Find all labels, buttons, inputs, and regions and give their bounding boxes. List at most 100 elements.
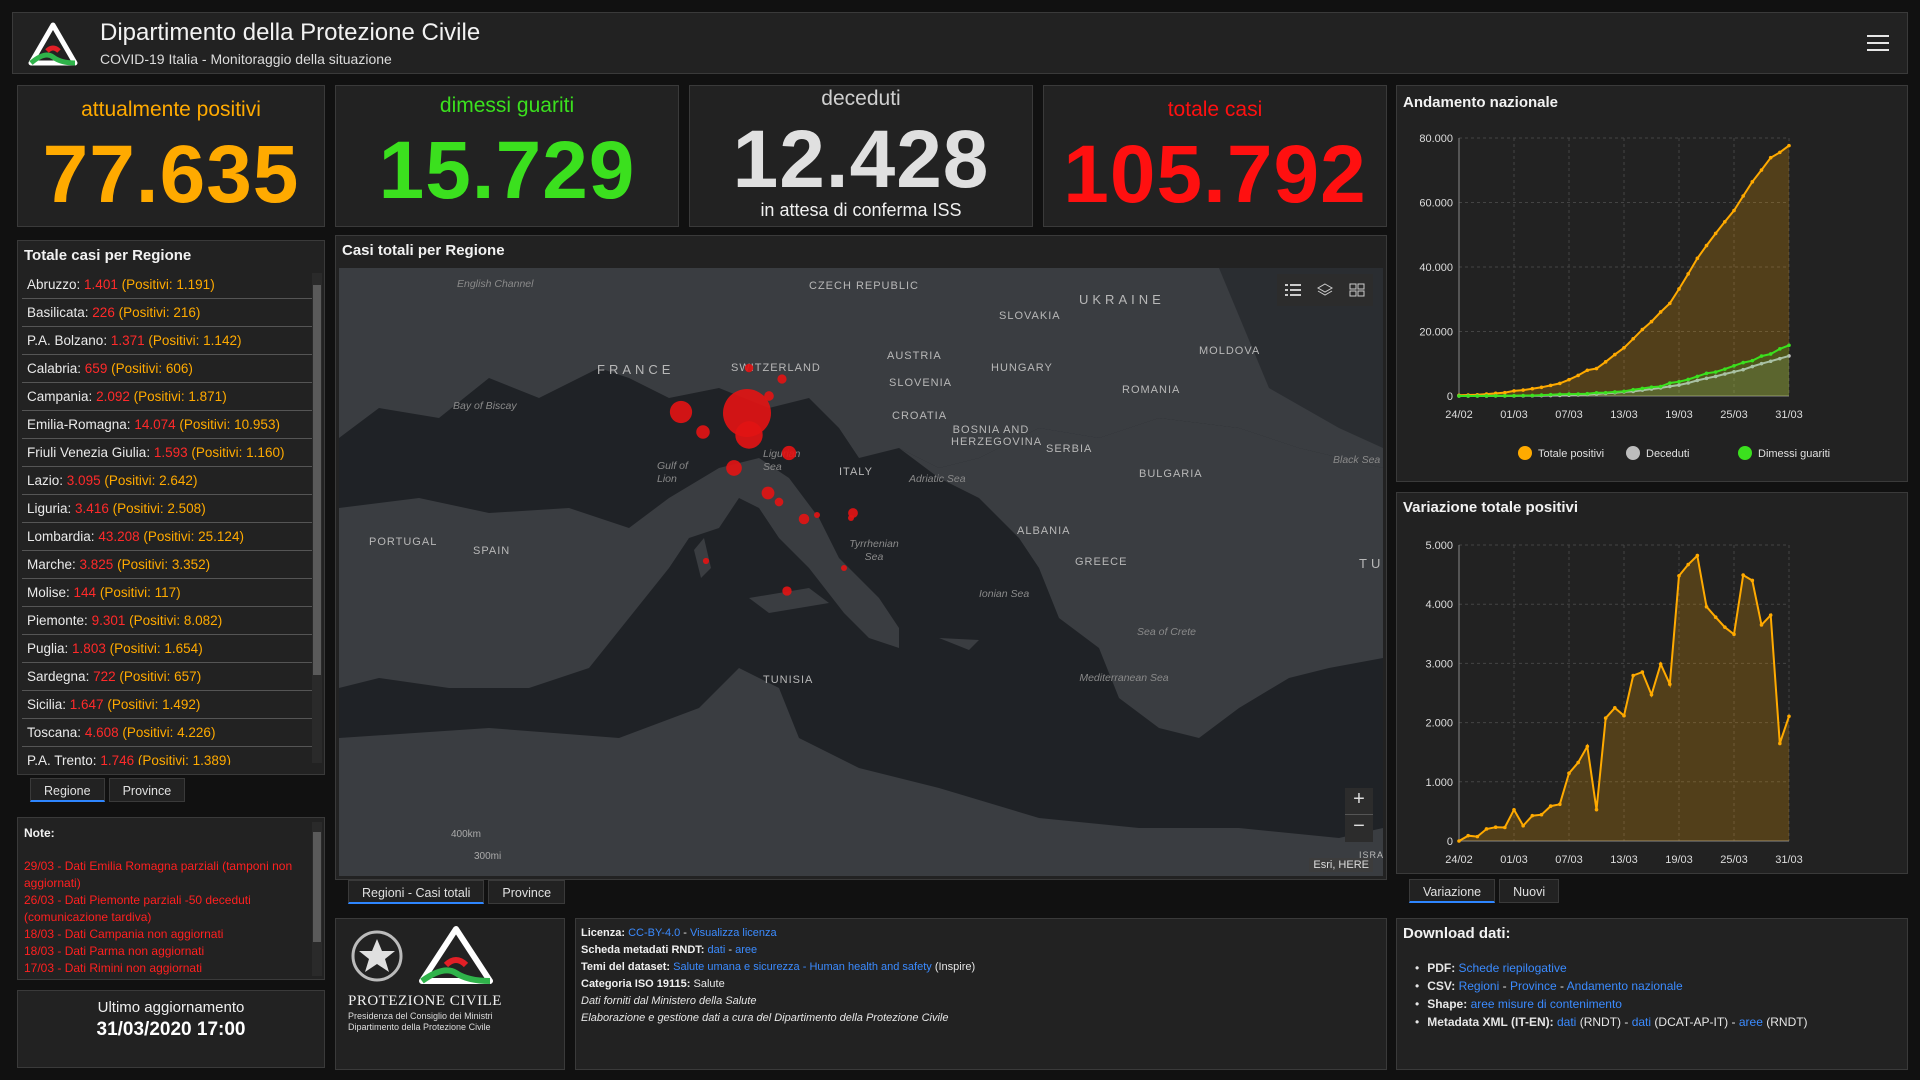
notes-scrollbar[interactable] <box>312 822 322 976</box>
shape-link[interactable]: aree misure di contenimento <box>1470 997 1622 1011</box>
region-bubble[interactable] <box>781 445 797 461</box>
data-point[interactable] <box>1603 716 1608 720</box>
region-row[interactable]: Lazio: 3.095 (Positivi: 2.642) <box>22 467 312 495</box>
data-point[interactable] <box>1677 573 1681 578</box>
license-link[interactable]: CC-BY-4.0 <box>628 927 681 939</box>
data-point[interactable] <box>1466 833 1470 838</box>
region-row[interactable]: Emilia-Romagna: 14.074 (Positivi: 10.953… <box>22 411 312 439</box>
data-point[interactable] <box>1704 243 1709 248</box>
data-point[interactable] <box>1603 360 1608 364</box>
data-point[interactable] <box>1631 336 1635 341</box>
region-row[interactable]: P.A. Trento: 1.746 (Positivi: 1.389) <box>22 747 312 765</box>
data-point[interactable] <box>1677 383 1681 387</box>
data-point[interactable] <box>1576 392 1580 396</box>
data-point[interactable] <box>1686 381 1690 385</box>
data-point[interactable] <box>1723 625 1727 629</box>
chart-andamento[interactable]: 0 20.000 40.000 60.000 80.000 24/02 01/03 07/03… <box>1397 86 1907 481</box>
region-bubble[interactable] <box>726 460 742 476</box>
map-attribution[interactable]: Esri, HERE <box>1309 858 1373 872</box>
data-point[interactable] <box>1759 354 1764 358</box>
data-point[interactable] <box>1713 370 1718 374</box>
region-row[interactable]: Lombardia: 43.208 (Positivi: 25.124) <box>22 523 312 551</box>
data-point[interactable] <box>1649 692 1654 697</box>
data-point[interactable] <box>1649 319 1654 324</box>
view-license-link[interactable]: Visualizza licenza <box>690 927 777 939</box>
region-bubble[interactable] <box>696 425 710 439</box>
data-point[interactable] <box>1695 256 1700 261</box>
region-bubble[interactable] <box>744 363 754 373</box>
data-point[interactable] <box>1686 377 1690 382</box>
data-point[interactable] <box>1585 368 1590 373</box>
data-point[interactable] <box>1521 823 1525 828</box>
data-point[interactable] <box>1668 682 1672 687</box>
data-point[interactable] <box>1732 364 1736 368</box>
data-point[interactable] <box>1677 287 1681 291</box>
hamburger-menu-icon[interactable] <box>1867 35 1889 53</box>
data-point[interactable] <box>1686 562 1690 567</box>
data-point[interactable] <box>1548 804 1553 808</box>
data-point[interactable] <box>1622 345 1626 350</box>
data-point[interactable] <box>1741 367 1745 372</box>
data-point[interactable] <box>1530 393 1535 398</box>
regions-scrollbar[interactable] <box>312 273 322 763</box>
region-bubble[interactable] <box>764 391 774 401</box>
data-point[interactable] <box>1530 813 1535 818</box>
data-point[interactable] <box>1640 670 1645 674</box>
region-list[interactable]: Abruzzo: 1.401 (Positivi: 1.191) Basilica… <box>22 271 312 765</box>
data-point[interactable] <box>1493 391 1498 396</box>
data-point[interactable] <box>1677 379 1681 384</box>
data-point[interactable] <box>1567 377 1571 382</box>
data-point[interactable] <box>1695 553 1700 558</box>
region-row[interactable]: Puglia: 1.803 (Positivi: 1.654) <box>22 635 312 663</box>
data-point[interactable] <box>1457 839 1461 843</box>
data-point[interactable] <box>1622 389 1626 394</box>
region-bubble[interactable] <box>848 508 858 518</box>
region-row[interactable]: Calabria: 659 (Positivi: 606) <box>22 355 312 383</box>
data-point[interactable] <box>1567 392 1571 396</box>
data-point[interactable] <box>1475 394 1480 398</box>
data-point[interactable] <box>1750 358 1755 363</box>
data-point[interactable] <box>1759 168 1764 172</box>
data-point[interactable] <box>1548 392 1553 397</box>
data-point[interactable] <box>1649 385 1654 389</box>
region-row[interactable]: Toscana: 4.608 (Positivi: 4.226) <box>22 719 312 747</box>
region-row[interactable]: Basilicata: 226 (Positivi: 216) <box>22 299 312 327</box>
zoom-in-button[interactable]: + <box>1345 788 1373 815</box>
region-row[interactable]: Friuli Venezia Giulia: 1.593 (Positivi: … <box>22 439 312 467</box>
metadati-aree-link[interactable]: aree <box>735 944 758 956</box>
data-point[interactable] <box>1704 604 1709 609</box>
data-point[interactable] <box>1668 381 1672 385</box>
region-bubble[interactable] <box>798 513 810 525</box>
tab-variazione[interactable]: Variazione <box>1409 879 1496 903</box>
data-point[interactable] <box>1503 394 1507 398</box>
data-point[interactable] <box>1457 394 1461 398</box>
data-point[interactable] <box>1750 180 1755 184</box>
data-point[interactable] <box>1704 376 1709 381</box>
data-point[interactable] <box>1594 390 1599 395</box>
pdf-link[interactable]: Schede riepilogative <box>1458 961 1567 975</box>
data-point[interactable] <box>1741 573 1745 577</box>
data-point[interactable] <box>1686 272 1690 276</box>
data-point[interactable] <box>1658 662 1663 666</box>
data-point[interactable] <box>1787 354 1791 358</box>
tab-regione[interactable]: Regione <box>30 778 105 802</box>
legend-label[interactable]: Totale positivi <box>1538 448 1604 460</box>
data-point[interactable] <box>1768 359 1773 364</box>
data-point[interactable] <box>1640 327 1645 332</box>
data-point[interactable] <box>1695 378 1700 383</box>
data-point[interactable] <box>1778 347 1782 351</box>
scrollbar-thumb[interactable] <box>313 285 321 675</box>
data-point[interactable] <box>1530 386 1535 391</box>
data-point[interactable] <box>1493 394 1498 398</box>
legend-swatch[interactable] <box>1738 446 1752 460</box>
region-bubble[interactable] <box>814 512 820 518</box>
data-point[interactable] <box>1723 219 1727 224</box>
temi-link[interactable]: Salute umana e sicurezza - Human health … <box>673 961 932 973</box>
data-point[interactable] <box>1585 391 1590 396</box>
data-point[interactable] <box>1613 352 1617 357</box>
data-point[interactable] <box>1503 390 1507 395</box>
region-row[interactable]: Abruzzo: 1.401 (Positivi: 1.191) <box>22 271 312 299</box>
legend-swatch[interactable] <box>1518 446 1532 460</box>
tab-nuovi[interactable]: Nuovi <box>1499 879 1560 903</box>
zoom-out-button[interactable]: − <box>1353 815 1365 837</box>
